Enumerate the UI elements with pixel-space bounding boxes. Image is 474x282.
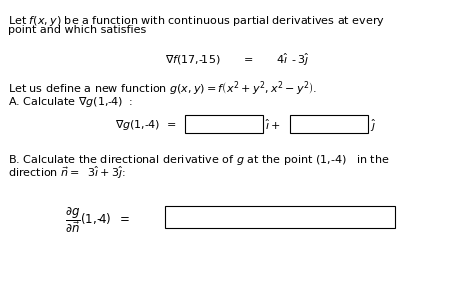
Text: point and which satisfies: point and which satisfies xyxy=(8,25,146,35)
Text: $\hat{\imath} +$: $\hat{\imath} +$ xyxy=(265,118,281,132)
Bar xyxy=(165,206,395,228)
Text: $\nabla f(17,\!\text{-}\!15)\qquad = \qquad 4\hat{\imath}\;\, \text{-}\,3\hat{\j: $\nabla f(17,\!\text{-}\!15)\qquad = \qq… xyxy=(164,52,310,69)
Text: Let us define a new function $g(x, y) = f\left(x^2 + y^2, x^2 - y^2\right).$: Let us define a new function $g(x, y) = … xyxy=(8,80,317,98)
Text: A. Calculate $\nabla g(1,\!\text{-}\!4)\;$ :: A. Calculate $\nabla g(1,\!\text{-}\!4)\… xyxy=(8,95,133,109)
Text: Let $f(x, y)$ be a function with continuous partial derivatives at every: Let $f(x, y)$ be a function with continu… xyxy=(8,14,385,28)
Bar xyxy=(290,115,368,133)
Text: B. Calculate the directional derivative of $g$ at the point (1,-4)   in the: B. Calculate the directional derivative … xyxy=(8,153,390,167)
Text: $\nabla g(1,\!\text{-}\!4) \;\; = $: $\nabla g(1,\!\text{-}\!4) \;\; = $ xyxy=(115,118,177,132)
Text: direction $\vec{n} = \;\; 3\hat{\imath} +3\hat{\jmath}$:: direction $\vec{n} = \;\; 3\hat{\imath} … xyxy=(8,165,126,181)
Text: $\hat{\jmath}$: $\hat{\jmath}$ xyxy=(370,118,376,135)
Bar xyxy=(185,115,263,133)
Text: $\dfrac{\partial g}{\partial \vec{n}}(1,\!\text{-}\!4) \;\; = $: $\dfrac{\partial g}{\partial \vec{n}}(1,… xyxy=(65,205,130,235)
